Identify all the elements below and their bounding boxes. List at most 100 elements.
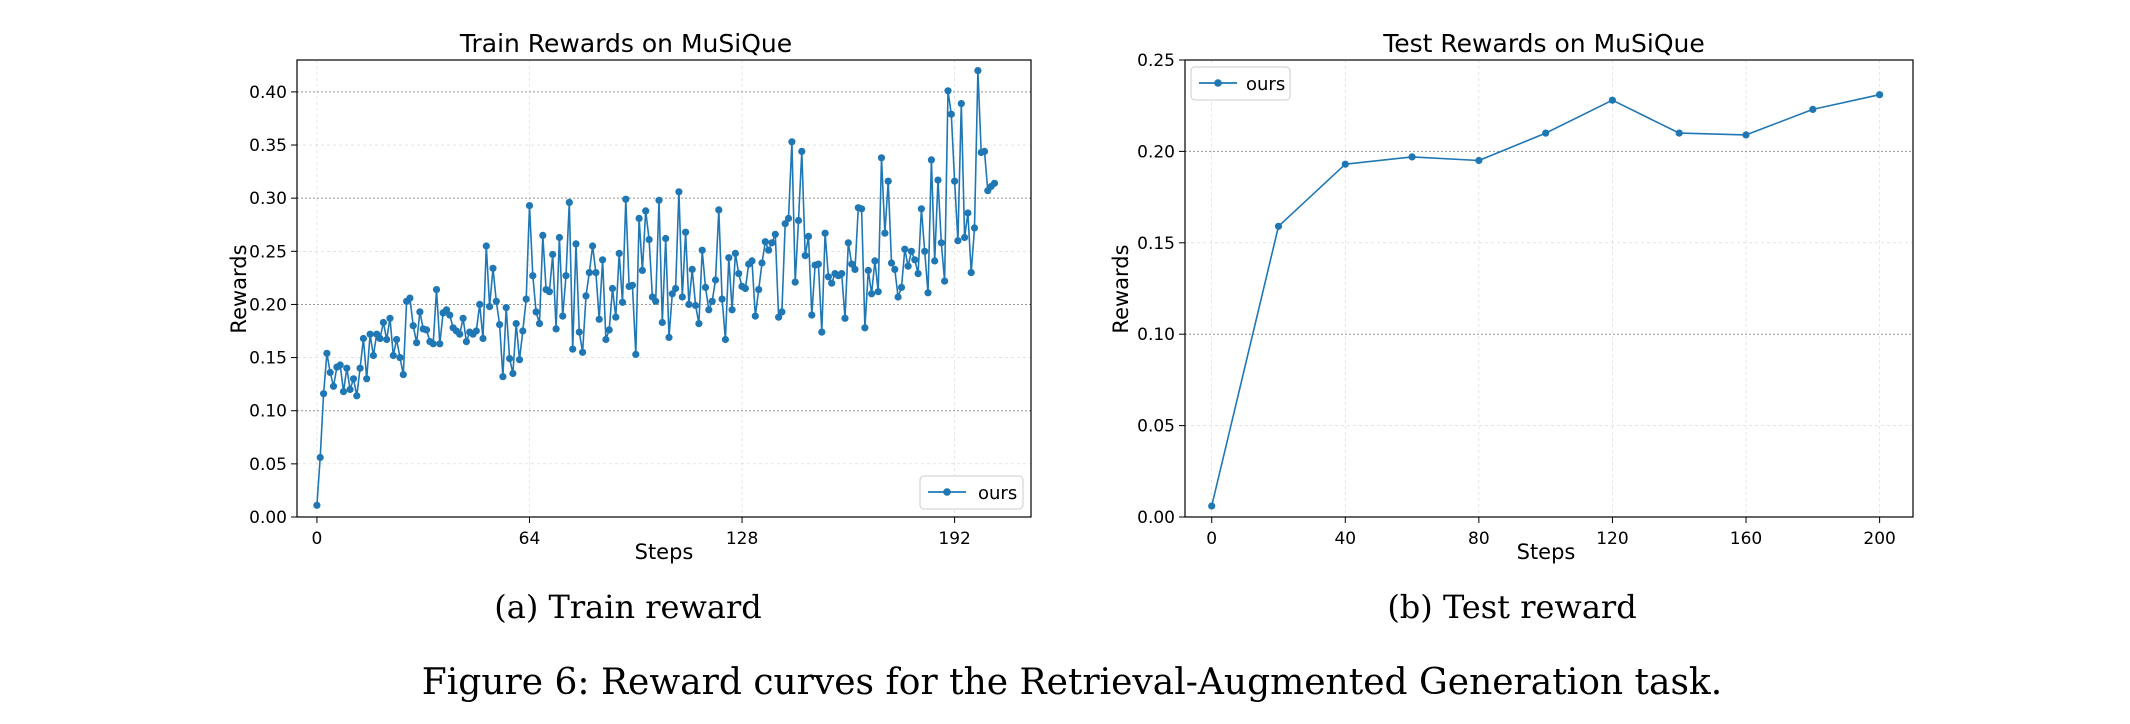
- y-tick-label: 0.10: [1137, 325, 1175, 345]
- x-tick-label: 200: [1863, 529, 1895, 549]
- x-tick-label: 192: [938, 529, 970, 549]
- data-point: [522, 295, 530, 303]
- y-tick-label: 0.05: [249, 455, 287, 475]
- data-point: [758, 259, 766, 267]
- data-point: [711, 276, 720, 284]
- data-point: [589, 242, 597, 250]
- legend-label: ours: [1246, 74, 1285, 95]
- data-point: [446, 311, 454, 319]
- data-point: [967, 269, 975, 277]
- data-point: [814, 260, 823, 268]
- data-point: [692, 301, 700, 310]
- y-tick-label: 0.15: [1137, 234, 1175, 254]
- data-point: [482, 242, 490, 250]
- data-point: [396, 354, 404, 362]
- data-point: [1675, 129, 1683, 137]
- data-point: [698, 246, 706, 254]
- data-point: [771, 230, 779, 238]
- data-point: [552, 325, 560, 333]
- data-point: [944, 87, 952, 95]
- series-layer: [313, 67, 999, 509]
- data-point: [353, 392, 361, 400]
- data-point: [393, 335, 401, 344]
- data-point: [595, 315, 603, 323]
- data-point: [413, 339, 421, 347]
- x-tick-label: 40: [1334, 529, 1356, 549]
- figure-caption: Figure 6: Reward curves for the Retrieva…: [422, 662, 1722, 703]
- series-line: [316, 69, 996, 506]
- legend-box: [919, 475, 1024, 510]
- data-point: [974, 67, 982, 75]
- data-point: [765, 246, 773, 254]
- data-point: [685, 300, 693, 308]
- data-point: [602, 335, 610, 344]
- data-point: [951, 177, 959, 185]
- data-point: [359, 334, 367, 343]
- data-point: [582, 292, 590, 300]
- data-point: [921, 247, 929, 255]
- data-point: [416, 308, 424, 316]
- data-point: [1608, 96, 1616, 104]
- data-point: [512, 320, 520, 328]
- y-tick-label: 0.10: [249, 402, 287, 422]
- data-point: [924, 289, 932, 297]
- data-point: [957, 100, 965, 108]
- data-point: [539, 231, 547, 239]
- data-point: [399, 371, 407, 379]
- data-point: [638, 266, 647, 274]
- data-point: [389, 351, 397, 360]
- data-point: [688, 265, 696, 273]
- data-point: [432, 286, 441, 294]
- data-point: [599, 256, 607, 264]
- x-tick-label: 64: [519, 529, 541, 549]
- data-point: [761, 238, 769, 246]
- data-point: [535, 320, 544, 328]
- data-point: [801, 252, 809, 260]
- chart-title: Train Rewards on MuSiQue: [459, 29, 792, 58]
- y-axis-label: Rewards: [1109, 244, 1133, 333]
- series-layer: [1208, 91, 1884, 510]
- data-point: [645, 236, 653, 244]
- data-point: [462, 338, 470, 346]
- data-point: [904, 262, 912, 270]
- data-point: [821, 229, 829, 237]
- data-point: [897, 283, 906, 291]
- y-tick-label: 0.15: [249, 349, 287, 369]
- data-point: [1341, 160, 1349, 168]
- data-point: [386, 314, 394, 322]
- data-point: [612, 313, 620, 321]
- data-point: [728, 306, 736, 314]
- data-point: [320, 390, 328, 398]
- data-point: [851, 265, 859, 273]
- data-point: [476, 300, 484, 308]
- data-point: [917, 205, 926, 213]
- data-point: [346, 385, 354, 394]
- data-point: [884, 177, 892, 185]
- data-point: [519, 327, 527, 335]
- data-point: [964, 209, 972, 217]
- data-point: [1408, 153, 1416, 161]
- data-point: [668, 290, 676, 298]
- data-point: [459, 314, 467, 322]
- data-point: [941, 277, 949, 285]
- data-point: [721, 335, 730, 344]
- x-axis-label: Steps: [1517, 540, 1576, 564]
- data-point: [874, 288, 882, 296]
- data-point: [778, 308, 786, 316]
- data-point: [788, 138, 796, 146]
- data-point: [1876, 91, 1884, 99]
- data-point: [545, 288, 554, 296]
- data-point: [575, 328, 583, 336]
- data-point: [363, 375, 371, 383]
- data-point: [970, 224, 979, 232]
- data-point: [336, 361, 344, 369]
- data-point: [858, 205, 866, 213]
- tick-layer: 0 40 80 120 160 200 0.00 0.05 0.10 0.15 0.20 0.25: [1137, 51, 1896, 549]
- plot-frame: [1184, 59, 1914, 518]
- y-tick-label: 0.25: [1137, 51, 1175, 71]
- data-point: [990, 179, 999, 187]
- data-point: [323, 349, 331, 357]
- data-point: [848, 260, 856, 268]
- data-point: [947, 110, 955, 118]
- data-point: [509, 369, 517, 378]
